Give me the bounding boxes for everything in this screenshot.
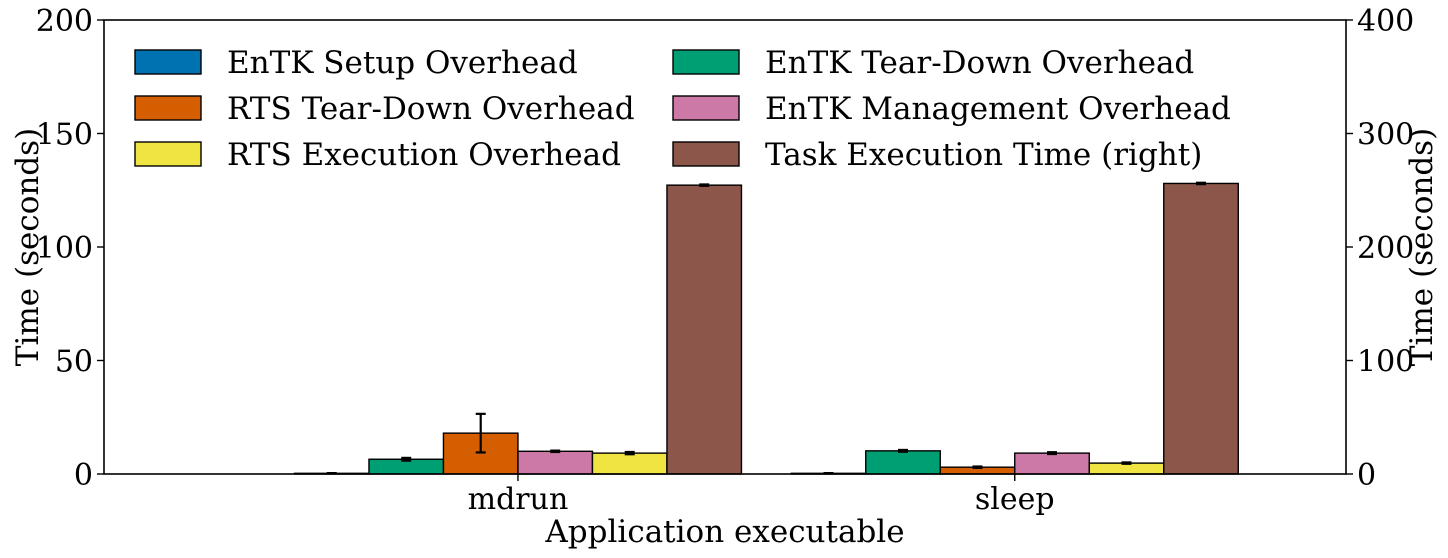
bar-3-0: [517, 450, 594, 475]
bar-4-0: [591, 452, 668, 475]
legend-swatch-4: [134, 141, 202, 167]
legend-swatch-2: [134, 95, 202, 121]
legend-swatch-0: [134, 49, 202, 75]
bar-3-1: [1014, 452, 1090, 475]
bar-1-1: [865, 450, 941, 475]
y-tick-label-left-4: 200: [36, 4, 93, 39]
legend-label-0: EnTK Setup Overhead: [227, 45, 578, 81]
y-tick-label-left-1: 50: [55, 345, 93, 380]
legend-swatch-1: [672, 49, 740, 75]
y-tick-label-left-3: 150: [36, 118, 93, 153]
y-tick-label-left-2: 100: [36, 231, 93, 266]
y-tick-label-right-1: 100: [1357, 345, 1414, 380]
bar-5-1: [1163, 182, 1239, 475]
legend-swatch-3: [672, 95, 740, 121]
legend-label-2: RTS Tear-Down Overhead: [227, 91, 635, 127]
bar-5-0: [666, 184, 743, 475]
y-tick-label-right-0: 0: [1357, 458, 1376, 493]
x-tick-label-0: mdrun: [468, 482, 569, 517]
ticks-layer: 0 50 100 150 200 0 100 200 300 400 mdrun sleep: [36, 4, 1415, 517]
x-axis-title: Application executable: [544, 514, 904, 550]
x-tick-label-1: sleep: [975, 482, 1055, 517]
error-bars-layer: [326, 181, 1207, 475]
y-tick-label-left-0: 0: [74, 458, 93, 493]
y-tick-label-right-2: 200: [1357, 231, 1414, 266]
y-tick-label-right-4: 400: [1357, 4, 1414, 39]
y-axis-title-left: Time (seconds): [10, 128, 46, 366]
legend-label-1: EnTK Tear-Down Overhead: [765, 45, 1194, 81]
legend-label-4: RTS Execution Overhead: [227, 137, 621, 173]
legend: EnTK Setup Overhead EnTK Tear-Down Overhe…: [134, 45, 1231, 173]
legend-label-3: EnTK Management Overhead: [765, 91, 1231, 127]
legend-swatch-5: [672, 141, 740, 167]
y-tick-label-right-3: 300: [1357, 118, 1414, 153]
bars-layer: [293, 182, 1239, 475]
y-axis-title-right: Time (seconds): [1404, 128, 1440, 366]
legend-label-5: Task Execution Time (right): [765, 137, 1202, 173]
